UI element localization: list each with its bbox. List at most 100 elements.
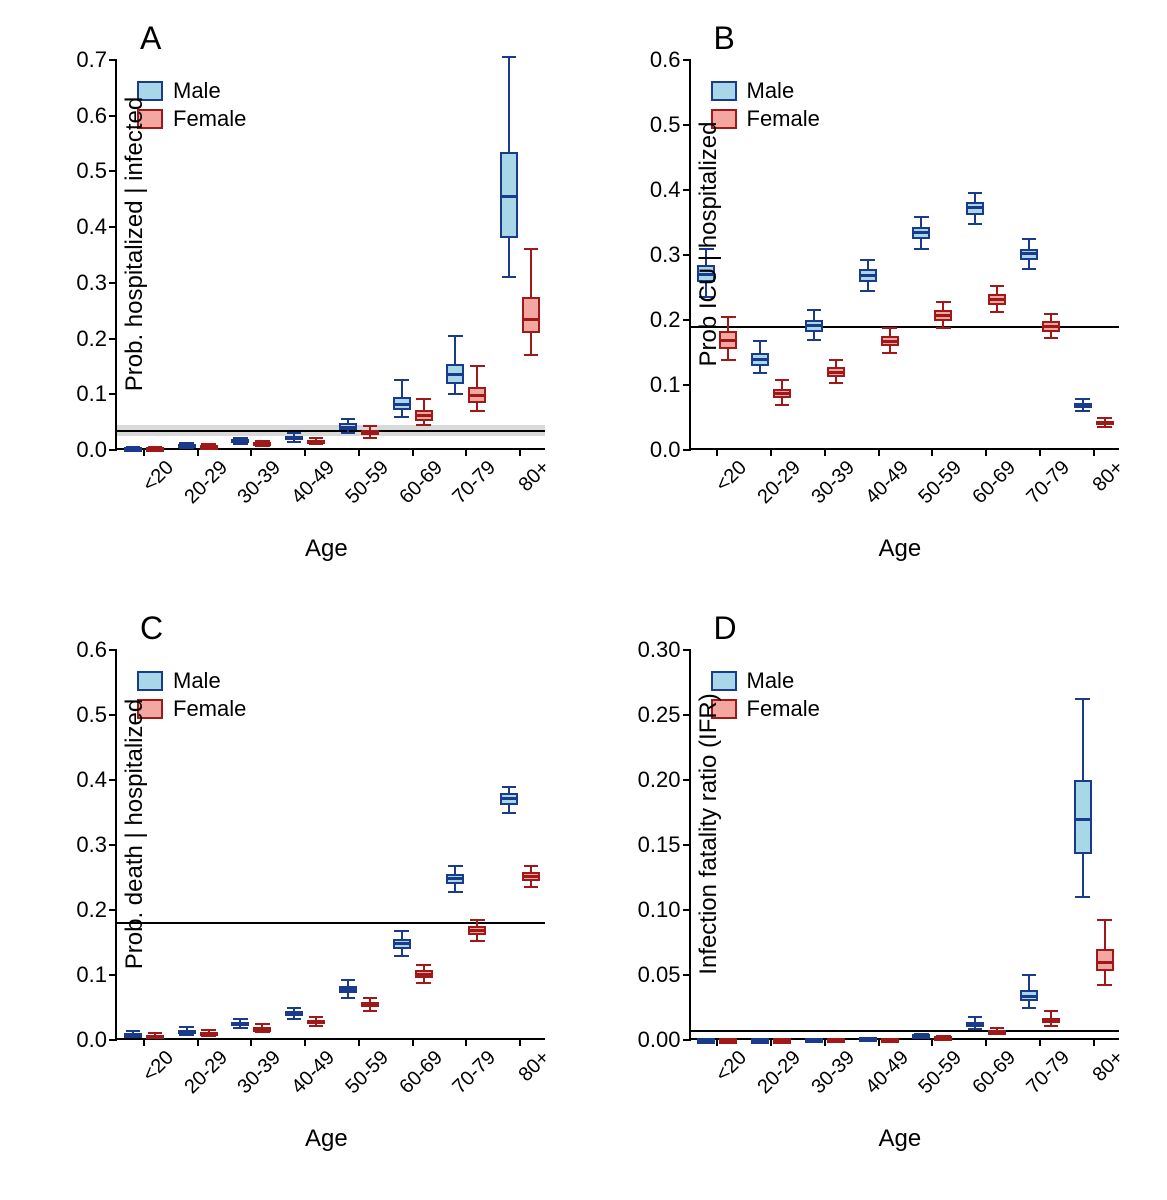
median (468, 929, 486, 932)
legend-label-male: Male (747, 78, 795, 104)
whisker-cap (341, 418, 355, 420)
boxplot-male (393, 650, 411, 1040)
median (285, 436, 303, 439)
median (827, 1038, 845, 1041)
plot-D: 0.000.050.100.150.200.250.30<2020-2930-3… (689, 650, 1119, 1040)
median (719, 1038, 737, 1041)
xtick (770, 448, 772, 456)
whisker-cap (1022, 974, 1036, 976)
ytick-label: 0.1 (650, 372, 691, 398)
xtick (412, 1038, 414, 1046)
median (912, 1034, 930, 1037)
xtick-label: 80+ (1070, 1046, 1129, 1105)
whisker-cap (1097, 984, 1111, 986)
legend-label-female: Female (173, 106, 246, 132)
boxplot-female (468, 650, 486, 1040)
whisker-cap (968, 223, 982, 225)
xtick-label: 40-49 (855, 1046, 914, 1105)
median (1074, 818, 1092, 821)
whisker-cap (968, 192, 982, 194)
median (253, 442, 271, 445)
whisker-cap (363, 1010, 377, 1012)
median (522, 318, 540, 321)
ytick-label: 0.30 (638, 637, 691, 663)
legend-label-female: Female (747, 106, 820, 132)
median (1096, 421, 1114, 424)
boxplot-male (285, 650, 303, 1040)
whisker-cap (775, 404, 789, 406)
whisker-cap (968, 1028, 982, 1030)
xtick-label: 60-69 (389, 1046, 448, 1105)
xtick (304, 448, 306, 456)
whisker-cap (829, 359, 843, 361)
boxplot-male (285, 60, 303, 450)
boxplot-female (881, 60, 899, 450)
ytick-label: 0.05 (638, 962, 691, 988)
ytick-label: 0.0 (650, 437, 691, 463)
xtick (143, 448, 145, 456)
whisker-cap (448, 335, 462, 337)
xtick-label: <20 (693, 456, 752, 515)
boxplot-male (339, 60, 357, 450)
ytick-label: 0.7 (76, 47, 117, 73)
whisker-cap (363, 425, 377, 427)
whisker-cap (470, 410, 484, 412)
xtick-label: 80+ (496, 1046, 555, 1105)
xtick (1093, 1038, 1095, 1046)
whisker-cap (1097, 426, 1111, 428)
whisker-cap (287, 1007, 301, 1009)
xtick (931, 1038, 933, 1046)
xtick (465, 1038, 467, 1046)
median (1042, 1019, 1060, 1022)
whisker-cap (524, 886, 538, 888)
whisker-cap (1022, 268, 1036, 270)
xtick-label: 50-59 (335, 1046, 394, 1105)
median (805, 324, 823, 327)
whisker-cap (1075, 698, 1089, 700)
median (146, 1035, 164, 1038)
xtick-label: 40-49 (281, 1046, 340, 1105)
median (178, 1030, 196, 1033)
median (124, 447, 142, 450)
ytick-label: 0.4 (76, 767, 117, 793)
boxplot-male (859, 60, 877, 450)
ytick-label: 0.00 (638, 1027, 691, 1053)
xtick (1039, 1038, 1041, 1046)
median (307, 1020, 325, 1023)
ylabel-A: Prob. hospitalized | infected (121, 44, 149, 444)
whisker-cap (448, 891, 462, 893)
xtick (770, 1038, 772, 1046)
legend-row-male: Male (137, 668, 246, 694)
whisker-cap (968, 1016, 982, 1018)
median (500, 797, 518, 800)
boxplot-female (1096, 650, 1114, 1040)
boxplot-female (988, 60, 1006, 450)
boxplot-female (1096, 60, 1114, 450)
boxplot-male (1020, 60, 1038, 450)
whisker-cap (309, 437, 323, 439)
median (446, 877, 464, 880)
figure-grid: A0.00.10.20.30.40.50.60.7<2020-2930-3940… (20, 20, 1147, 1180)
panel-C: C0.00.10.20.30.40.50.6<2020-2930-3940-49… (20, 610, 574, 1180)
whisker-cap (753, 372, 767, 374)
median (988, 1030, 1006, 1033)
whisker-cap (936, 327, 950, 329)
xtick (931, 448, 933, 456)
xlabel-B: Age (879, 535, 922, 563)
whisker-cap (502, 812, 516, 814)
whisker-cap (1075, 410, 1089, 412)
boxplot-female (361, 60, 379, 450)
xtick-label: 60-69 (389, 456, 448, 515)
median (966, 206, 984, 209)
plot-C: 0.00.10.20.30.40.50.6<2020-2930-3940-495… (115, 650, 545, 1040)
median (912, 231, 930, 234)
boxplot-male (393, 60, 411, 450)
xtick (985, 448, 987, 456)
whisker-cap (309, 1025, 323, 1027)
xtick-label: 60-69 (962, 1046, 1021, 1105)
whisker-cap (990, 311, 1004, 313)
xtick (358, 448, 360, 456)
plot-A: 0.00.10.20.30.40.50.60.7<2020-2930-3940-… (115, 60, 545, 450)
xtick-label: <20 (120, 456, 179, 515)
whisker-cap (1044, 337, 1058, 339)
